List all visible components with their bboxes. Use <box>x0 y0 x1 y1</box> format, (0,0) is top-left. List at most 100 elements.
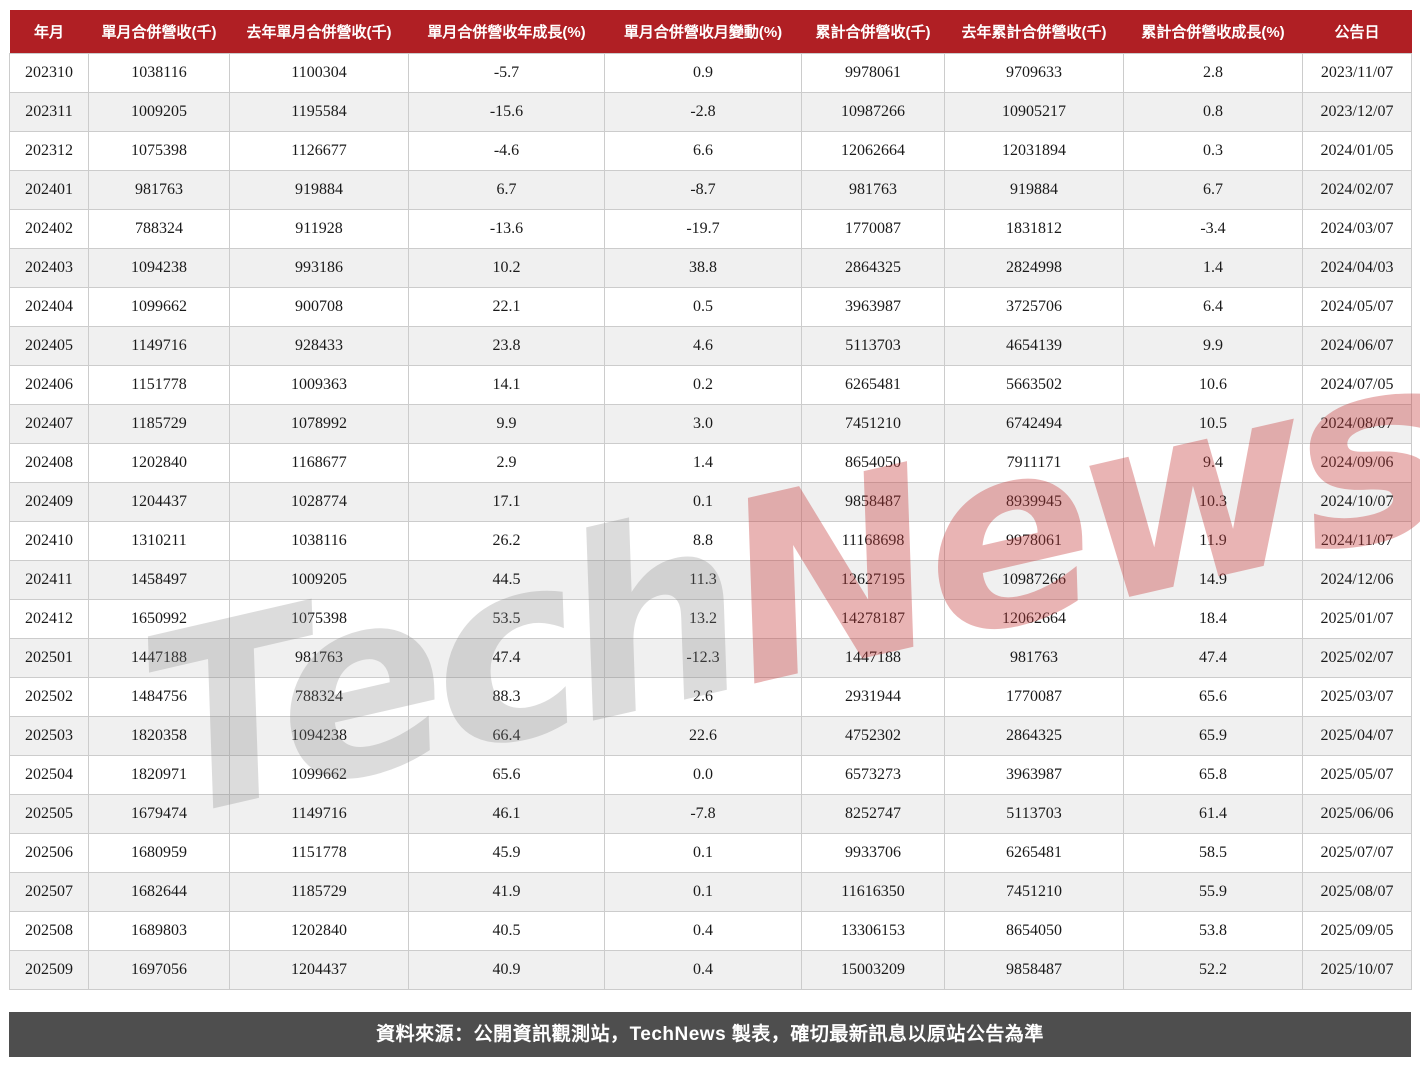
table-cell: 2024/12/06 <box>1302 559 1412 600</box>
column-header: 去年累計合併營收(千) <box>944 10 1124 53</box>
table-cell: 1185729 <box>229 871 409 912</box>
table-row: 202501 1447188 981763 47.4 -12.3 1447188 98176… <box>9 637 1412 678</box>
table-cell: 15003209 <box>801 949 945 990</box>
table-cell: 0.4 <box>604 949 802 990</box>
table-cell: 2824998 <box>944 247 1124 288</box>
table-cell: 1168677 <box>229 442 409 483</box>
table-cell: 0.1 <box>604 871 802 912</box>
table-cell: 1009363 <box>229 364 409 405</box>
monthly-revenue-table: 年月 單月合併營收(千) 去年單月合併營收(千) 單月合併營收年成長(%) 單月合併營收… <box>9 10 1412 990</box>
table-cell: 2024/06/07 <box>1302 325 1412 366</box>
table-cell: 981763 <box>88 169 230 210</box>
table-cell: 1038116 <box>88 52 230 93</box>
table-cell: 9858487 <box>801 481 945 522</box>
table-cell: 1149716 <box>88 325 230 366</box>
table-cell: 202505 <box>9 793 89 834</box>
table-cell: 2025/03/07 <box>1302 676 1412 717</box>
table-cell: 10.2 <box>408 247 605 288</box>
table-cell: 202409 <box>9 481 89 522</box>
table-cell: 47.4 <box>1123 637 1303 678</box>
table-cell: 9.9 <box>1123 325 1303 366</box>
table-cell: 46.1 <box>408 793 605 834</box>
table-row: 202504 1820971 1099662 65.6 0.0 6573273 396398… <box>9 754 1412 795</box>
table-cell: 1770087 <box>944 676 1124 717</box>
table-row: 202403 1094238 993186 10.2 38.8 2864325 282499… <box>9 247 1412 288</box>
table-cell: -13.6 <box>408 208 605 249</box>
table-cell: 6.7 <box>408 169 605 210</box>
table-cell: 8654050 <box>944 910 1124 951</box>
table-cell: 40.5 <box>408 910 605 951</box>
table-cell: 981763 <box>801 169 945 210</box>
column-header: 累計合併營收(千) <box>801 10 945 53</box>
table-cell: 202312 <box>9 130 89 171</box>
table-cell: 1100304 <box>229 52 409 93</box>
table-cell: 1204437 <box>88 481 230 522</box>
table-cell: 0.3 <box>1123 130 1303 171</box>
table-cell: 1038116 <box>229 520 409 561</box>
table-cell: -4.6 <box>408 130 605 171</box>
table-cell: 1204437 <box>229 949 409 990</box>
table-row: 202406 1151778 1009363 14.1 0.2 6265481 566350… <box>9 364 1412 405</box>
table-cell: 0.5 <box>604 286 802 327</box>
table-cell: 2931944 <box>801 676 945 717</box>
table-cell: 10.6 <box>1123 364 1303 405</box>
table-cell: -5.7 <box>408 52 605 93</box>
table-cell: 1202840 <box>229 910 409 951</box>
table-cell: 7451210 <box>801 403 945 444</box>
table-cell: 1447188 <box>801 637 945 678</box>
table-cell: 2025/01/07 <box>1302 598 1412 639</box>
table-row: 202312 1075398 1126677 -4.6 6.6 12062664 12031… <box>9 130 1412 171</box>
table-cell: 1126677 <box>229 130 409 171</box>
table-cell: 202412 <box>9 598 89 639</box>
table-cell: 26.2 <box>408 520 605 561</box>
table-cell: 66.4 <box>408 715 605 756</box>
table-cell: 1679474 <box>88 793 230 834</box>
table-cell: 12031894 <box>944 130 1124 171</box>
table-body: 202310 1038116 1100304 -5.7 0.9 9978061 970963… <box>9 52 1412 990</box>
table-cell: 65.8 <box>1123 754 1303 795</box>
table-cell: 9978061 <box>944 520 1124 561</box>
table-cell: 202403 <box>9 247 89 288</box>
table-row: 202508 1689803 1202840 40.5 0.4 13306153 86540… <box>9 910 1412 951</box>
table-cell: -8.7 <box>604 169 802 210</box>
table-cell: 65.9 <box>1123 715 1303 756</box>
table-cell: -3.4 <box>1123 208 1303 249</box>
table-cell: 1185729 <box>88 403 230 444</box>
table-cell: 2.9 <box>408 442 605 483</box>
table-cell: 2024/03/07 <box>1302 208 1412 249</box>
table-cell: 1447188 <box>88 637 230 678</box>
table-cell: 1094238 <box>229 715 409 756</box>
table-cell: 88.3 <box>408 676 605 717</box>
table-cell: 2025/05/07 <box>1302 754 1412 795</box>
table-cell: 0.8 <box>1123 91 1303 132</box>
table-cell: 10905217 <box>944 91 1124 132</box>
table-cell: -12.3 <box>604 637 802 678</box>
table-cell: 202310 <box>9 52 89 93</box>
table-cell: 2.8 <box>1123 52 1303 93</box>
table-row: 202411 1458497 1009205 44.5 11.3 12627195 1098… <box>9 559 1412 600</box>
table-cell: 1820971 <box>88 754 230 795</box>
table-cell: 1770087 <box>801 208 945 249</box>
table-cell: 5113703 <box>801 325 945 366</box>
table-cell: 12627195 <box>801 559 945 600</box>
table-cell: 13.2 <box>604 598 802 639</box>
table-cell: 2024/10/07 <box>1302 481 1412 522</box>
table-cell: 788324 <box>229 676 409 717</box>
table-header: 年月 單月合併營收(千) 去年單月合併營收(千) 單月合併營收年成長(%) 單月合併營收… <box>9 10 1412 53</box>
table-cell: 2024/09/06 <box>1302 442 1412 483</box>
table-cell: 2024/02/07 <box>1302 169 1412 210</box>
table-cell: 3.0 <box>604 403 802 444</box>
table-cell: 202404 <box>9 286 89 327</box>
table-cell: 22.1 <box>408 286 605 327</box>
table-cell: 9.9 <box>408 403 605 444</box>
table-cell: 1151778 <box>229 832 409 873</box>
table-cell: 52.2 <box>1123 949 1303 990</box>
table-cell: 911928 <box>229 208 409 249</box>
table-cell: 4.6 <box>604 325 802 366</box>
table-cell: 22.6 <box>604 715 802 756</box>
table-row: 202503 1820358 1094238 66.4 22.6 4752302 28643… <box>9 715 1412 756</box>
table-cell: 8654050 <box>801 442 945 483</box>
table-cell: 1094238 <box>88 247 230 288</box>
table-cell: 202507 <box>9 871 89 912</box>
table-cell: 2024/04/03 <box>1302 247 1412 288</box>
